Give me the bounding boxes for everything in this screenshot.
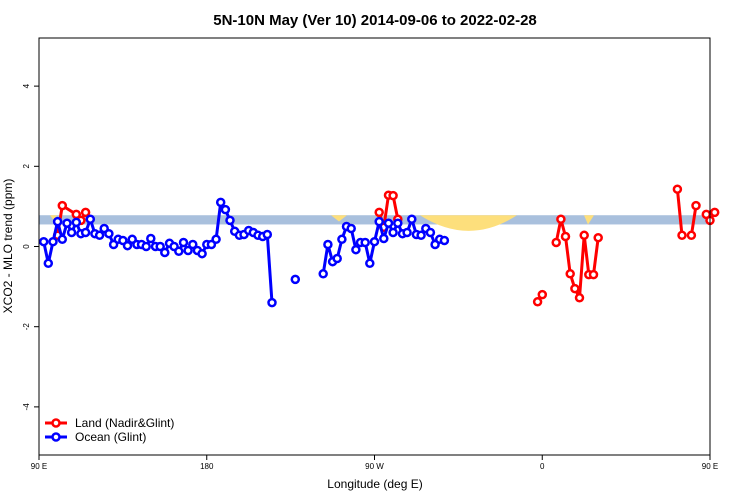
ocean-point bbox=[62, 218, 72, 228]
x-axis: 90 E 180 90 W 0 90 E bbox=[31, 455, 718, 471]
ocean-point bbox=[80, 227, 91, 238]
y-tick-label: 2 bbox=[22, 164, 31, 169]
x-tick-label: 90 E bbox=[702, 462, 718, 471]
land-point bbox=[672, 184, 683, 194]
land-patch bbox=[584, 215, 594, 225]
land-point bbox=[388, 190, 398, 201]
land-patch bbox=[50, 215, 57, 221]
x-tick-label: 90 W bbox=[365, 462, 384, 471]
x-axis-label: Longitude (deg E) bbox=[327, 477, 422, 491]
ocean-point bbox=[122, 240, 133, 251]
plot-area bbox=[38, 184, 720, 308]
ocean-point bbox=[407, 214, 417, 224]
land-point bbox=[374, 207, 384, 218]
ocean-point bbox=[290, 274, 301, 285]
ocean-point bbox=[416, 230, 426, 241]
ocean-point bbox=[38, 236, 49, 247]
ocean-point bbox=[393, 218, 403, 228]
ocean-point bbox=[379, 233, 389, 244]
land-series-line bbox=[689, 205, 698, 236]
ocean-point bbox=[48, 236, 58, 247]
ocean-point bbox=[225, 215, 235, 226]
land-patch bbox=[420, 215, 517, 231]
legend-land-label: Land (Nadir&Glint) bbox=[75, 416, 174, 430]
y-tick-label: 0 bbox=[22, 244, 31, 249]
ocean-point bbox=[365, 258, 375, 269]
ocean-point bbox=[174, 246, 184, 257]
ocean-point bbox=[211, 234, 221, 245]
legend-ocean-marker bbox=[51, 432, 61, 442]
y-tick-label: -2 bbox=[22, 323, 31, 331]
ocean-point bbox=[351, 244, 361, 255]
land-point bbox=[560, 231, 571, 242]
land-point bbox=[565, 269, 575, 279]
ocean-point bbox=[425, 227, 436, 238]
ocean-point bbox=[104, 228, 114, 239]
land-point bbox=[537, 289, 548, 300]
land-point bbox=[677, 230, 687, 241]
reference-band bbox=[39, 215, 710, 225]
ocean-point bbox=[71, 217, 82, 228]
land-point bbox=[80, 207, 91, 218]
land-point bbox=[532, 297, 543, 307]
legend-ocean-label: Ocean (Glint) bbox=[75, 430, 146, 444]
land-point bbox=[686, 230, 697, 241]
ocean-point bbox=[85, 214, 96, 224]
ocean-point bbox=[220, 204, 231, 215]
legend-land-marker bbox=[51, 418, 61, 428]
land-point bbox=[691, 200, 701, 211]
y-tick-label: -4 bbox=[22, 403, 31, 411]
land-point bbox=[579, 230, 589, 241]
ocean-point bbox=[155, 241, 165, 252]
ocean-point bbox=[160, 247, 170, 258]
ocean-point bbox=[360, 237, 370, 248]
ocean-point bbox=[94, 230, 105, 241]
ocean-point bbox=[439, 235, 450, 246]
ocean-point bbox=[141, 241, 151, 252]
land-patch bbox=[331, 215, 347, 222]
ocean-point bbox=[197, 248, 207, 259]
ocean-point bbox=[57, 234, 68, 245]
land-point bbox=[556, 214, 566, 224]
ocean-point bbox=[337, 234, 347, 245]
ocean-point bbox=[388, 227, 398, 238]
ocean-point bbox=[146, 233, 156, 244]
ocean-point bbox=[43, 258, 54, 269]
ocean-point bbox=[374, 216, 384, 227]
ocean-point bbox=[332, 253, 342, 264]
x-tick-label: 0 bbox=[540, 462, 545, 471]
ocean-point bbox=[323, 239, 333, 250]
y-axis: -4 -2 0 2 4 bbox=[22, 83, 39, 410]
land-point bbox=[588, 269, 599, 280]
ocean-point bbox=[346, 223, 356, 234]
land-point bbox=[551, 237, 561, 248]
ocean-point bbox=[369, 236, 380, 247]
ocean-point bbox=[178, 237, 189, 248]
ocean-point bbox=[188, 239, 198, 250]
land-point bbox=[574, 293, 585, 303]
x-tick-label: 90 E bbox=[31, 462, 47, 471]
y-axis-label: XCO2 - MLO trend (ppm) bbox=[1, 179, 15, 314]
chart-title: 5N-10N May (Ver 10) 2014-09-06 to 2022-0… bbox=[213, 12, 537, 29]
ocean-point bbox=[183, 245, 193, 256]
ocean-point bbox=[402, 227, 412, 238]
ocean-point bbox=[262, 229, 273, 240]
land-point bbox=[570, 283, 580, 294]
y-tick-label: 4 bbox=[22, 83, 31, 88]
ocean-point bbox=[318, 269, 328, 279]
ocean-point bbox=[215, 197, 226, 208]
x-tick-label: 180 bbox=[200, 462, 214, 471]
land-series-line bbox=[675, 189, 684, 236]
ocean-point bbox=[66, 227, 77, 238]
land-point bbox=[709, 207, 720, 218]
ocean-point bbox=[267, 297, 277, 308]
ocean-point bbox=[383, 218, 394, 228]
land-point bbox=[57, 200, 68, 211]
ocean-point bbox=[52, 216, 63, 227]
legend: Land (Nadir&Glint)Ocean (Glint) bbox=[45, 416, 174, 444]
land-point bbox=[593, 232, 603, 243]
